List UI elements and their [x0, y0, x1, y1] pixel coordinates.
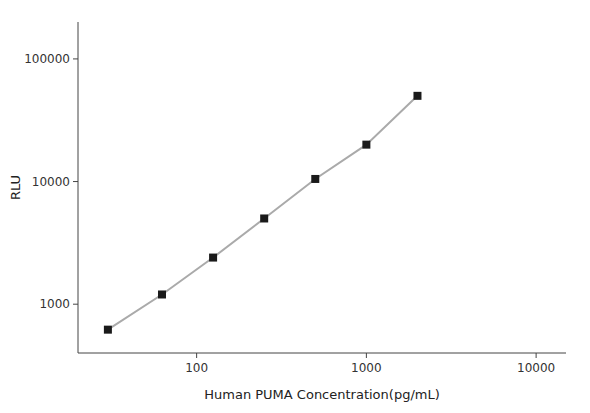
y-tick-label: 1000	[39, 297, 70, 311]
y-axis-line	[78, 22, 79, 353]
marker	[260, 214, 268, 222]
y-tick-label: 10000	[32, 175, 70, 189]
y-tick	[73, 58, 78, 59]
line	[108, 96, 418, 330]
marker	[413, 92, 421, 100]
marker	[311, 175, 319, 183]
marker	[158, 290, 166, 298]
x-tick	[366, 353, 367, 358]
x-tick-label: 100	[185, 361, 208, 375]
x-tick	[536, 353, 537, 358]
marker	[104, 326, 112, 334]
marker	[362, 141, 370, 149]
x-tick-label: 10000	[517, 361, 555, 375]
marker	[209, 254, 217, 262]
y-tick-label: 100000	[24, 52, 70, 66]
chart-container: 100 1000 10000 1000 10000 100000 Human PUMA Co…	[0, 0, 590, 413]
plot-area	[104, 92, 422, 334]
x-tick-label: 1000	[351, 361, 382, 375]
y-axis-label: RLU	[8, 175, 23, 200]
chart: 100 1000 10000 1000 10000 100000 Human PUMA Co…	[0, 0, 590, 413]
x-axis-label: Human PUMA Concentration(pg/mL)	[204, 387, 440, 402]
x-axis-line	[78, 353, 566, 354]
y-tick	[73, 181, 78, 182]
y-tick	[73, 304, 78, 305]
x-tick	[196, 353, 197, 358]
